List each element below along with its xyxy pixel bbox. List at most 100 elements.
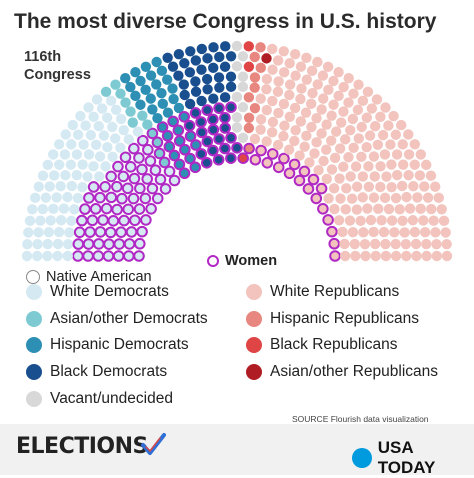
seat-white-republicans [326,164,338,175]
seat-white-republicans [301,130,312,142]
seat-white-republicans [421,250,432,262]
seat-white-republicans [289,135,300,147]
seat-white-democrats [60,129,71,140]
seat-white-republicans [336,117,347,128]
seat-white-democrats [75,110,86,122]
seat-hispanic-democrats [168,149,181,162]
seat-white-republicans [328,99,339,110]
seat-white-republicans [368,226,379,238]
legend-label-black-democrats: Black Democrats [50,363,168,380]
seat-hispanic-democrats [161,130,174,142]
seat-white-democrats [31,250,43,262]
seat-white-republicans [284,58,295,69]
seat-black-democrats [207,144,219,157]
seat-white-republicans [329,152,341,164]
seat-white-republicans [385,139,396,150]
seat-black-democrats [173,49,185,60]
seat-white-democrats [116,192,128,205]
seat-white-republicans [430,227,441,238]
seat-white-republicans [348,142,359,153]
seat-white-republicans [346,193,358,204]
seat-black-democrats [189,107,202,119]
seat-white-democrats [115,142,126,153]
seat-white-republicans [381,171,392,182]
seat-white-democrats [21,250,33,262]
legend-hispanic-republicans: Hispanic Republicans [246,308,419,330]
seat-white-republicans [295,116,307,127]
seat-white-democrats [67,119,79,131]
seat-white-republicans [333,67,344,78]
seat-black-democrats [213,72,225,83]
seat-white-democrats [136,225,148,238]
seat-white-republicans [353,79,364,90]
seat-black-democrats [208,42,219,53]
seat-hispanic-democrats [152,113,163,124]
seat-white-republicans [378,226,390,238]
seat-white-republicans [375,111,386,123]
seat-white-republicans [318,93,329,104]
seat-white-democrats [141,173,153,185]
seat-black-democrats [196,64,207,75]
seat-white-republicans [361,112,373,123]
seat-white-republicans [289,49,301,60]
asian-democrats-dot-icon [26,311,42,327]
seat-white-republicans [391,149,403,160]
seat-white-democrats [32,238,43,250]
seat-white-republicans [389,227,400,238]
seat-hispanic-democrats [190,139,202,151]
seat-black-democrats [195,116,207,128]
seat-white-democrats [98,130,110,141]
black-republicans-dot-icon [246,337,262,353]
seat-white-democrats [88,111,99,123]
seat-white-republicans [380,250,392,262]
seat-white-republicans [255,93,266,104]
seat-hispanic-democrats [184,130,197,142]
seat-white-republicans [295,93,306,105]
seat-asian-other-democrats [142,119,153,130]
seat-black-democrats [190,76,201,87]
seat-black-democrats [179,58,190,69]
seat-white-republicans [328,75,339,87]
seat-hispanic-republicans [255,42,266,53]
seat-white-republicans [380,238,391,250]
seat-white-republicans [357,171,369,182]
seat-white-republicans [347,226,359,238]
seat-white-republicans [397,215,408,227]
seat-hispanic-democrats [156,88,167,99]
seat-white-republicans [426,203,437,215]
seat-white-republicans [284,111,295,122]
seat-white-republicans [368,151,380,162]
seat-white-republicans [318,155,329,167]
seat-white-republicans [312,56,323,68]
seat-white-democrats [118,214,130,227]
seat-white-republicans [337,226,348,238]
seat-white-democrats [77,181,88,193]
seat-hispanic-democrats [161,74,173,85]
seat-white-republicans [273,107,284,119]
seat-white-democrats [53,139,65,150]
seat-white-republicans [311,137,322,148]
seat-white-republicans [358,227,369,238]
seat-white-republicans [278,98,290,110]
seat-white-republicans [380,102,391,113]
seat-black-democrats [207,123,220,136]
seat-white-republicans [369,171,380,182]
seat-black-republicans [243,41,254,52]
seat-white-republicans [403,149,415,160]
seat-white-republicans [409,139,421,150]
seat-white-democrats [134,182,146,195]
seat-white-democrats [103,238,115,250]
seat-white-democrats [104,226,117,239]
seat-white-democrats [33,181,44,192]
legend-white-republicans: White Republicans [246,281,399,303]
seat-white-republicans [362,203,373,214]
seat-white-republicans [394,204,405,215]
seat-white-republicans [338,161,349,173]
seat-white-democrats [86,214,99,227]
seat-white-republicans [433,192,444,204]
seat-white-democrats [111,180,123,193]
seat-white-democrats [45,215,56,226]
seat-white-democrats [66,180,77,192]
seat-white-republicans [261,84,272,95]
